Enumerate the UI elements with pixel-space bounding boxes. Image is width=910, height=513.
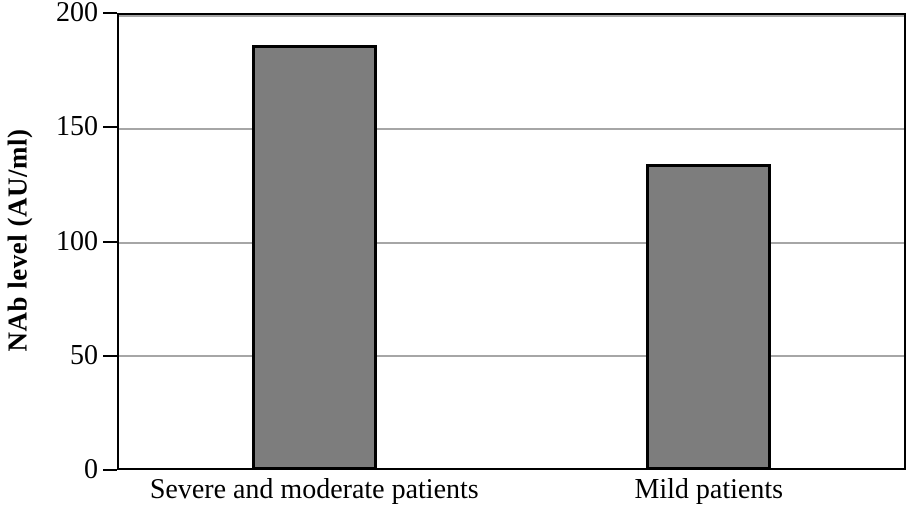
gridline bbox=[119, 354, 904, 357]
gridline bbox=[119, 15, 904, 17]
y-tick-mark bbox=[103, 12, 117, 14]
y-tick-label: 50 bbox=[70, 339, 98, 371]
x-category-label: Mild patients bbox=[634, 474, 784, 505]
gridlines-layer bbox=[119, 15, 904, 468]
y-tick-label: 150 bbox=[56, 111, 98, 143]
y-tick-mark bbox=[103, 469, 117, 471]
y-tick-label: 200 bbox=[56, 0, 98, 28]
x-category-label: Severe and moderate patients bbox=[149, 474, 479, 505]
gridline bbox=[119, 128, 904, 131]
bar-mild-patients bbox=[646, 163, 772, 470]
gridline bbox=[119, 241, 904, 244]
y-tick-mark bbox=[103, 240, 117, 243]
y-tick-label: 0 bbox=[84, 454, 98, 485]
y-tick-label: 100 bbox=[56, 225, 98, 257]
y-tick-mark bbox=[103, 126, 117, 129]
y-tick-mark bbox=[103, 354, 117, 357]
